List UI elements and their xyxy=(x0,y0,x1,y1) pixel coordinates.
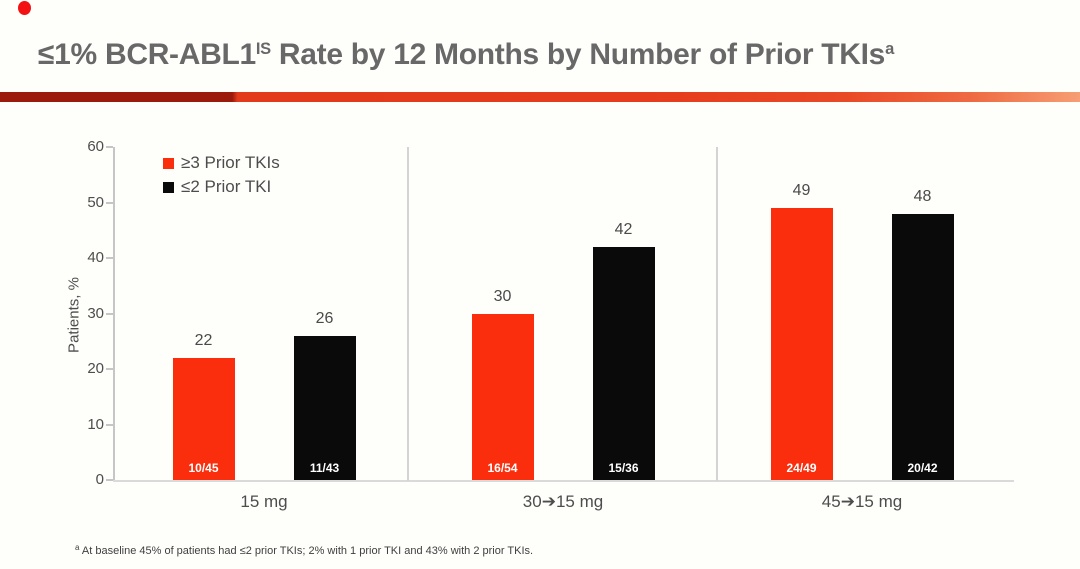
y-axis-tick-label: 30 xyxy=(87,304,104,322)
footnote-text: At baseline 45% of patients had ≤2 prior… xyxy=(79,545,534,557)
red-dot-icon xyxy=(18,1,31,15)
y-axis-tick-mark xyxy=(106,146,113,148)
panel-divider-line xyxy=(407,147,409,481)
y-axis-tick-mark xyxy=(106,312,113,315)
y-axis-tick-mark xyxy=(106,479,113,481)
y-axis-line xyxy=(113,147,115,482)
title-superscript-is: IS xyxy=(255,40,271,58)
legend-label: ≤2 Prior TKI xyxy=(181,177,272,196)
y-axis-tick-label: 50 xyxy=(87,193,104,211)
bar-le2-prior-tki: 20/42 xyxy=(891,213,954,480)
y-axis-tick-mark xyxy=(106,423,113,426)
x-axis-line xyxy=(113,480,1014,482)
bar-value-label: 42 xyxy=(614,220,633,238)
y-axis-tick-label: 0 xyxy=(95,471,104,488)
legend-swatch-icon xyxy=(163,181,174,193)
bar-value-label: 26 xyxy=(315,309,334,327)
bar-value-label: 30 xyxy=(493,287,512,305)
bar-ge3-prior-tkis: 10/45 xyxy=(172,357,235,480)
title-text: ≤1% BCR-ABL1 xyxy=(38,38,256,71)
footnote-superscript-a: a xyxy=(75,543,80,552)
bar-ge3-prior-tkis: 24/49 xyxy=(770,208,833,480)
legend: ≥3 Prior TKIs ≤2 Prior TKI xyxy=(163,152,280,200)
x-axis-category-label: 15 mg xyxy=(240,492,288,511)
y-axis-tick-label: 10 xyxy=(87,415,104,433)
panel-divider-line xyxy=(716,147,718,481)
y-axis-tick-label: 40 xyxy=(87,249,104,266)
bar-value-label: 49 xyxy=(792,182,811,200)
footnote: a At baseline 45% of patients had ≤2 pri… xyxy=(75,543,533,557)
bar-count-label: 20/42 xyxy=(907,460,938,475)
bar-count-label: 24/49 xyxy=(786,460,817,475)
y-axis-tick-mark xyxy=(106,368,113,370)
title-accent-rule xyxy=(0,92,1080,102)
bar-le2-prior-tki: 15/36 xyxy=(592,246,655,480)
slide-title: ≤1% BCR-ABL1IS Rate by 12 Months by Numb… xyxy=(38,38,894,72)
x-axis-category-label: 45➔15 mg xyxy=(821,492,903,511)
bar-count-label: 15/36 xyxy=(608,460,639,475)
bar-count-label: 11/43 xyxy=(309,460,340,475)
y-axis-tick-label: 20 xyxy=(87,360,104,377)
bar-value-label: 22 xyxy=(194,331,213,349)
y-axis-tick-label: 60 xyxy=(87,138,104,155)
legend-item: ≥3 Prior TKIs xyxy=(163,152,280,174)
bar-value-label: 48 xyxy=(913,187,932,205)
legend-item: ≤2 Prior TKI xyxy=(163,176,280,198)
y-axis-tick-mark xyxy=(106,201,113,204)
bar-count-label: 10/45 xyxy=(188,460,219,475)
legend-swatch-icon xyxy=(163,157,174,169)
legend-label: ≥3 Prior TKIs xyxy=(181,153,280,172)
title-superscript-a: a xyxy=(885,40,894,58)
bar-count-label: 16/54 xyxy=(487,461,518,475)
x-axis-category-label: 30➔15 mg xyxy=(522,492,604,511)
bar-ge3-prior-tkis: 16/54 xyxy=(471,313,534,480)
bar-le2-prior-tki: 11/43 xyxy=(293,335,356,480)
title-text: Rate by 12 Months by Number of Prior TKI… xyxy=(270,38,886,71)
y-axis-tick-mark xyxy=(106,257,113,259)
